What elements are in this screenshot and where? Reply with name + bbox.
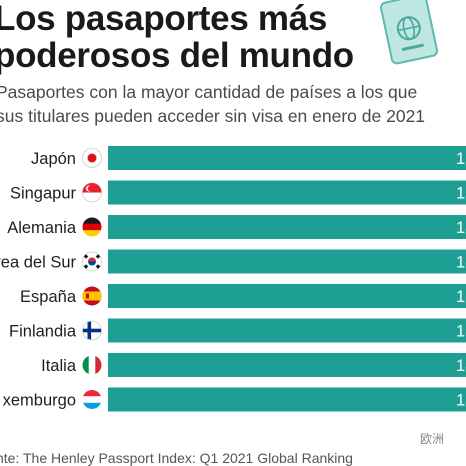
category-label: Italia — [41, 357, 77, 375]
category-label: Alemania — [7, 219, 77, 237]
finland-flag-icon — [82, 321, 102, 341]
spain-flag-icon — [82, 286, 102, 306]
bar — [108, 319, 466, 343]
bar — [108, 388, 466, 412]
bar-row-5: Finlandia 18 — [9, 319, 466, 343]
category-label: Japón — [31, 150, 76, 168]
bar — [108, 250, 466, 274]
category-label: Singapur — [10, 185, 77, 203]
category-label: Finlandia — [9, 323, 77, 341]
bar — [108, 353, 466, 377]
category-label: xemburgo — [3, 392, 76, 410]
south-korea-flag-icon — [83, 252, 102, 271]
watermark: 欧洲 — [420, 430, 466, 448]
bar — [108, 215, 466, 239]
singapore-flag-icon — [83, 183, 102, 202]
bar-row-4: España 18 — [20, 284, 466, 308]
category-label: rea del Sur — [0, 254, 76, 272]
value-label: 18 — [456, 392, 466, 410]
bar — [108, 181, 466, 205]
bar — [108, 146, 466, 170]
value-label: 18 — [456, 288, 466, 306]
value-label: 1 — [456, 185, 465, 203]
germany-flag-icon — [82, 217, 102, 237]
category-label: España — [20, 288, 77, 306]
value-label: 18 — [456, 254, 466, 272]
bar-row-3: rea del Sur 18 — [0, 250, 466, 274]
bar-row-0: Japón 1 — [31, 146, 466, 170]
value-label: 1 — [456, 150, 465, 168]
bar-row-7: xemburgo 18 — [3, 388, 466, 412]
luxembourg-flag-icon — [82, 390, 102, 410]
value-label: 18 — [456, 219, 466, 237]
bar-row-6: Italia 18 — [41, 353, 466, 377]
bar-row-2: Alemania 18 — [7, 215, 466, 239]
bar-row-1: Singapur 1 — [10, 181, 466, 205]
value-label: 18 — [456, 357, 466, 375]
japan-flag-icon — [83, 149, 102, 168]
bar — [108, 284, 466, 308]
value-label: 18 — [456, 323, 466, 341]
italy-flag-icon — [82, 355, 102, 375]
